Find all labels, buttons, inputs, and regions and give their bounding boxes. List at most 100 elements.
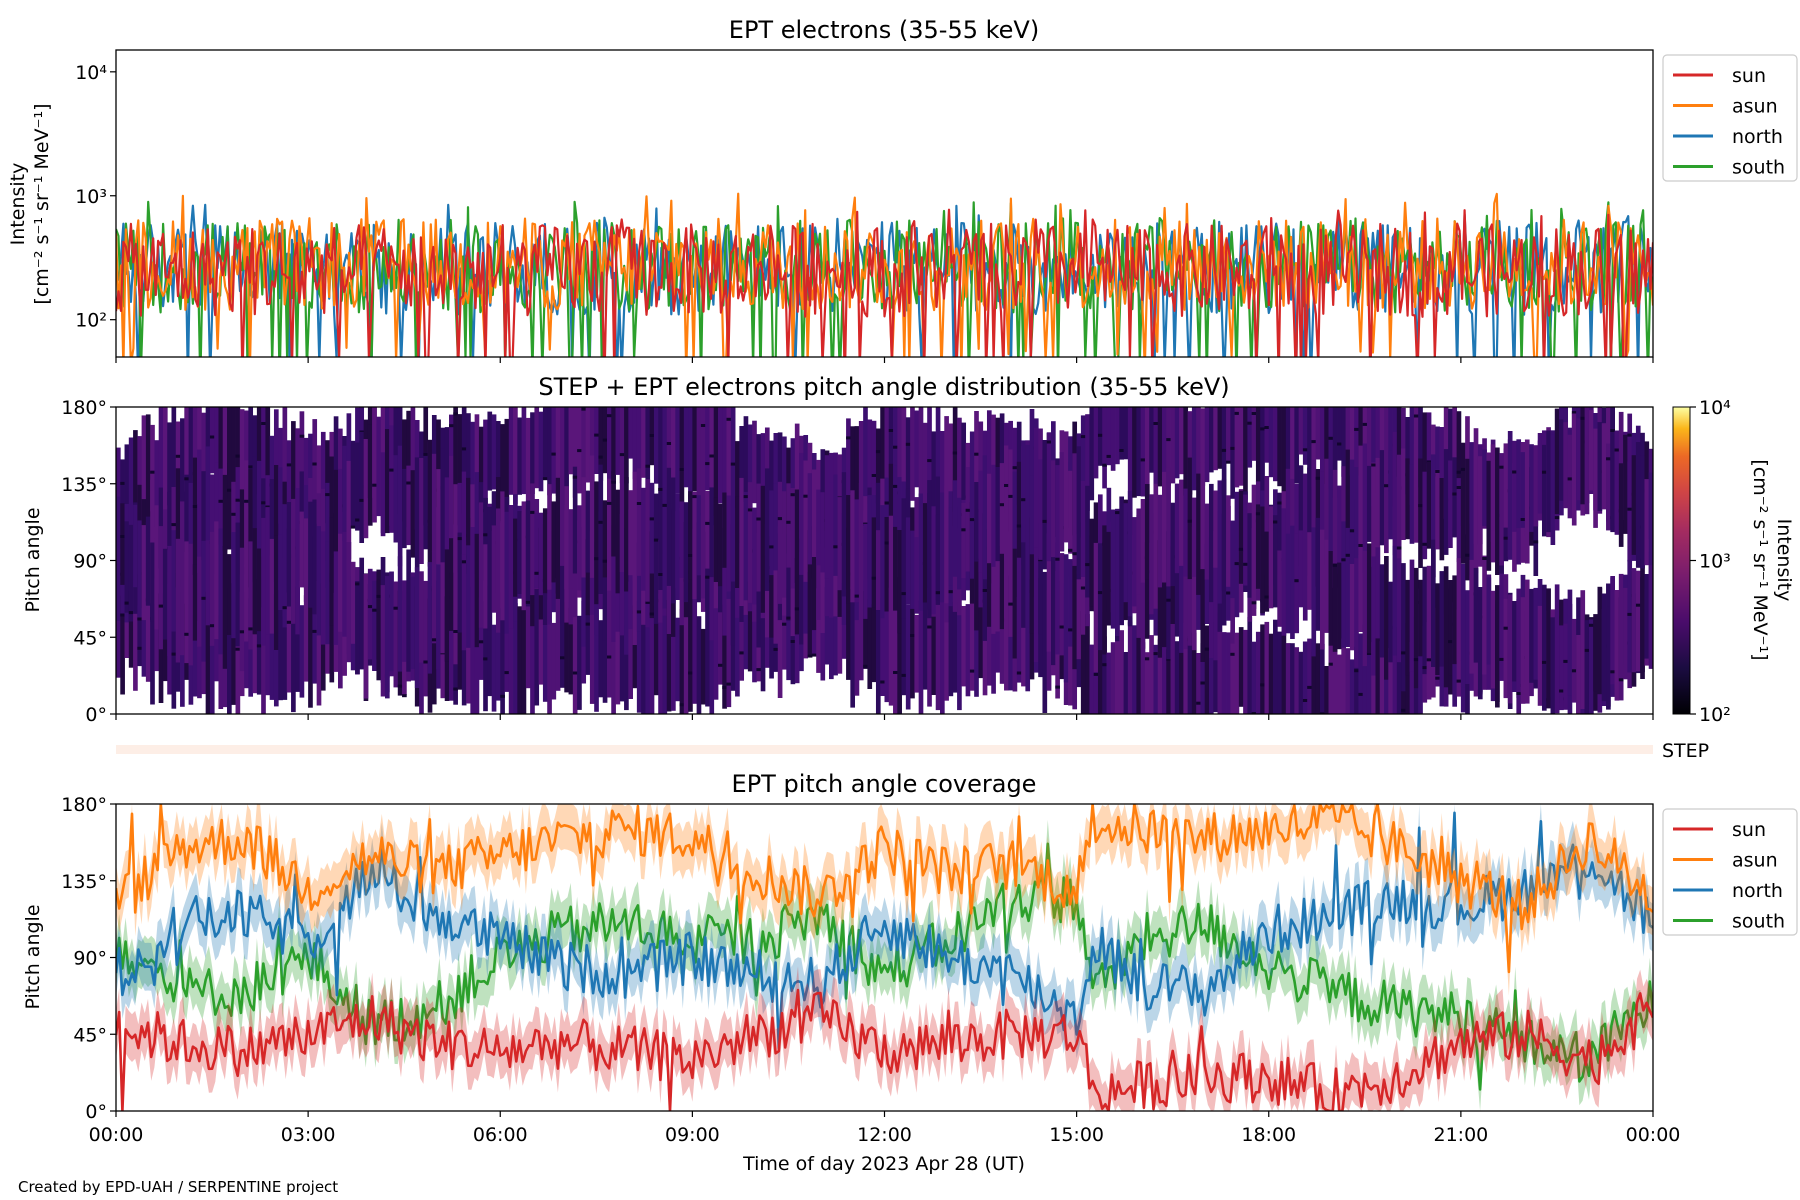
pad-heat-cell [1179,479,1184,566]
pad-heat-cell [1144,484,1150,580]
pad-heat-cell [1029,409,1035,514]
pad-heat-cell [1349,459,1355,575]
pad-heat-cell [1302,473,1308,600]
pad-heat-cell [402,468,407,549]
pad-heat-cell [705,575,710,579]
pad-heat-cell [901,498,907,619]
pad-heat-cell [679,501,685,578]
pad-heat-cell [858,421,864,542]
pad-heat-cell [1285,407,1291,491]
pad-heat-cell [273,409,279,521]
pad-heat-cell [1554,584,1560,714]
pad-heat-cell [265,507,271,635]
pad-heat-cell [470,421,476,518]
pad-heat-cell [1541,470,1547,474]
pad-heat-cell [854,606,860,696]
pad-heat-cell [1358,407,1364,476]
pad-heat-cell [602,438,608,442]
pad-heat-cell [615,489,621,594]
pad-heat-cell [137,617,143,621]
pad-heat-cell [752,575,757,683]
pad-heat-cell [1226,495,1231,587]
pad-heat-cell [1234,632,1240,714]
pad-heat-cell [363,573,369,699]
pad-heat-cell [1614,448,1620,452]
pad-heat-cell [325,493,330,497]
pad-heat-cell [1606,606,1611,707]
credit-text: Created by EPD-UAH / SERPENTINE project [18,1178,338,1196]
pad-heat-cell [1119,449,1124,452]
pad-heat-cell [1264,426,1270,429]
pad-heat-cell [124,444,130,560]
pad-heat-cell [235,522,241,647]
pad-heat-cell [1307,685,1312,689]
pad-heat-cell [867,495,873,608]
pad-heat-cell [192,505,198,508]
pad-heat-cell [1324,539,1329,633]
pad-heat-cell [1255,407,1261,483]
pad-heat-cell [1409,464,1415,544]
pad-heat-cell [1149,494,1154,615]
pad-heat-cell [478,502,484,628]
pad-heat-cell [700,628,706,705]
pad-heat-cell [688,407,693,500]
pad-heat-cell [1247,421,1253,425]
pad-heat-cell [1123,652,1129,714]
pad-heat-cell [320,431,326,526]
pad-heat-cell [1533,445,1539,527]
pad-heat-cell [1606,443,1611,531]
pad-heat-cell [1439,571,1445,667]
pad-heat-cell [867,599,873,689]
pad-heat-cell [1495,447,1500,575]
pad-heat-cell [214,600,219,682]
pad-heat-cell [730,503,736,582]
pad-heat-cell [658,499,663,590]
pad-heat-cell [974,578,979,697]
pad-heat-cell [513,407,518,505]
pad-heat-cell [1345,407,1351,474]
pad-heat-cell [478,597,484,680]
pad-heat-cell [299,605,305,698]
pad-heat-cell [239,489,245,575]
pad-heat-cell [1008,602,1013,606]
pad-heat-cell [1162,407,1167,492]
pad-heat-cell [1149,407,1154,473]
pad-heat-cell [777,432,783,527]
pad-heat-cell [150,542,155,622]
pad-heat-cell [141,568,147,677]
pad-heat-cell [948,590,954,594]
pad-heat-cell [1341,407,1346,477]
pad-heat-cell [1635,442,1641,568]
pad-heat-cell [709,614,715,714]
x-tick-label-1800: 18:00 [1241,1124,1296,1146]
pad-heat-cell [466,477,471,574]
pad-heat-cell [641,487,646,591]
pad-colorbar [1672,406,1691,715]
pad-heat-cell [986,473,992,564]
pad-heat-cell [1460,467,1466,471]
pad-heat-cell [585,407,591,483]
pad-heat-cell [1251,641,1257,714]
pad-heat-cell [508,505,514,629]
pad-heat-cell [162,509,168,586]
pad-heat-cell [884,501,890,505]
pad-heat-cell [961,502,967,579]
pad-heat-cell [560,407,565,516]
pad-heat-cell [1046,432,1052,562]
pad-heat-cell [1337,442,1342,446]
pad-heat-cell [1004,484,1009,487]
pad-heat-cell [1200,408,1206,486]
pad-heat-cell [474,472,480,574]
pad-heat-cell [1221,632,1227,714]
pad-heat-cell [786,520,791,524]
pad-heat-cell [184,407,189,492]
pad-heat-cell [1012,529,1018,659]
intensity-legend-frame [1662,54,1798,182]
pad-heat-cell [957,605,962,711]
pad-heat-cell [1507,594,1513,704]
pad-heat-cell [1302,407,1308,465]
pad-heat-cell [1166,598,1171,602]
pad-heat-cell [1213,531,1218,661]
pad-heat-cell [436,469,441,565]
pad-heat-cell [333,416,339,513]
